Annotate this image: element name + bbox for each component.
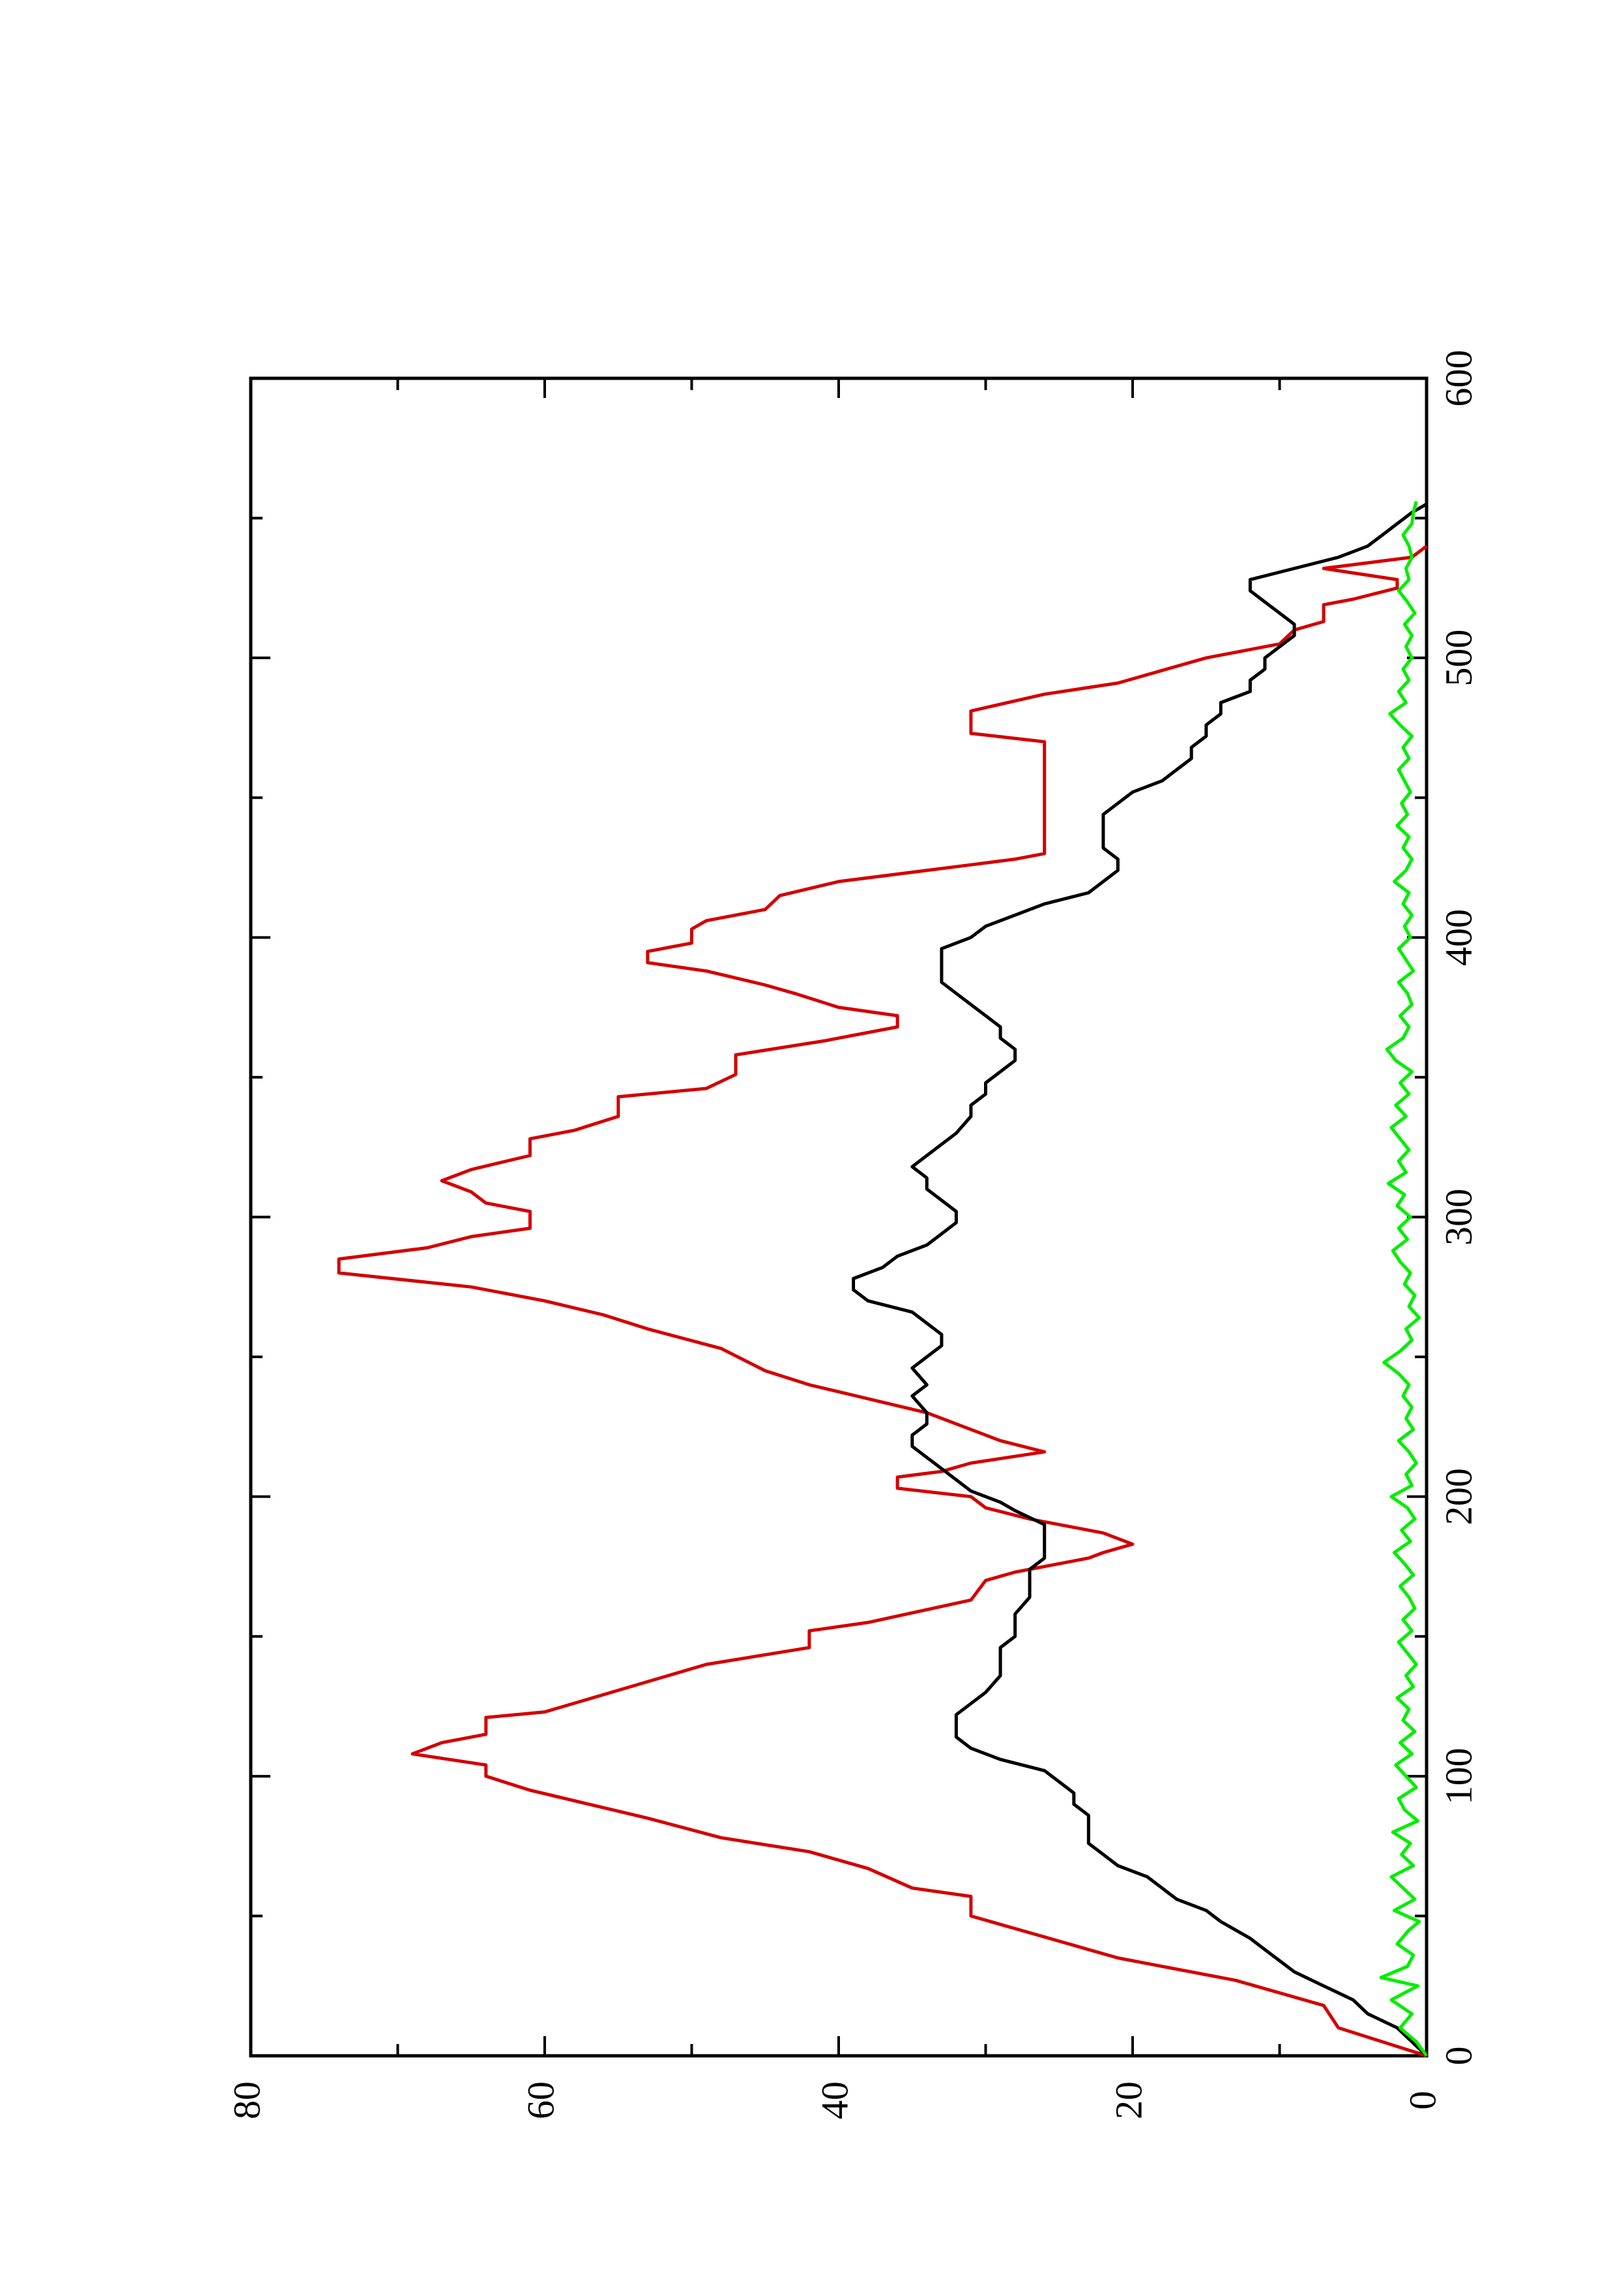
x-tick-label: 100 <box>1437 1748 1480 1804</box>
plot-frame <box>249 376 1429 2058</box>
x-tick-label: 200 <box>1437 1468 1480 1525</box>
x-tick-label: 0 <box>1437 2047 1480 2066</box>
x-tick-label: 400 <box>1437 909 1480 966</box>
y-tick-label: 40 <box>813 2081 856 2119</box>
series-line-3 <box>1379 501 1429 2057</box>
y-tick-label: 0 <box>1401 2091 1444 2110</box>
x-tick-label: 500 <box>1437 630 1480 687</box>
y-tick-label: 60 <box>519 2081 562 2119</box>
series-line-2 <box>852 503 1428 2057</box>
axis-ticks <box>249 377 1428 2057</box>
y-tick-label: 80 <box>225 2081 268 2119</box>
series-layer <box>337 501 1429 2058</box>
series-line-1 <box>337 545 1428 2058</box>
x-tick-label: 600 <box>1437 350 1480 407</box>
y-tick-label: 20 <box>1107 2081 1150 2119</box>
x-tick-labels: 0 100 200 300 400 500 600 <box>1437 350 1480 2066</box>
x-tick-label: 300 <box>1437 1189 1480 1246</box>
y-tick-labels: 0 20 40 60 80 <box>225 2081 1444 2119</box>
